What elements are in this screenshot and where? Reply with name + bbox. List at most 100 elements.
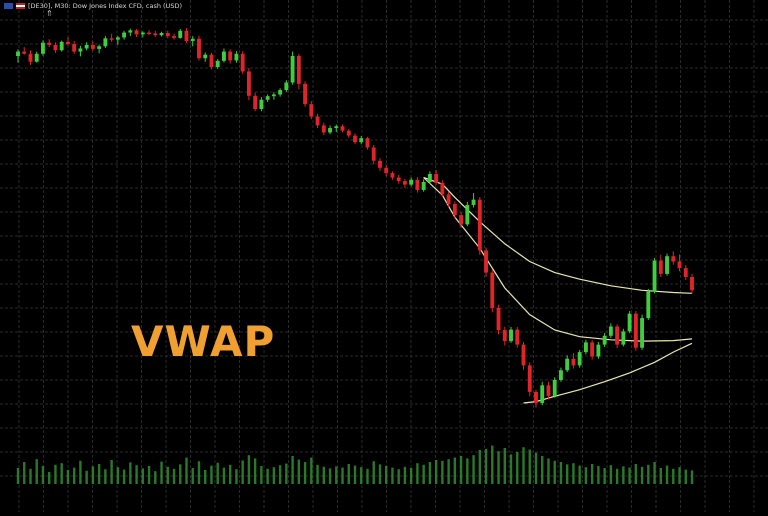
volume-bar	[285, 463, 288, 484]
bear-candle	[365, 138, 370, 148]
bull-candle	[565, 358, 570, 371]
bear-candle	[452, 204, 457, 216]
bull-candle	[621, 331, 626, 345]
volume-bar	[497, 451, 500, 484]
volume-bar	[222, 467, 226, 484]
bear-candle	[615, 326, 620, 345]
bear-candle	[484, 250, 488, 273]
volume-bar	[622, 466, 625, 484]
volume-bar	[360, 467, 363, 484]
vwap-upper-band	[423, 176, 693, 294]
bull-candle	[259, 99, 264, 110]
volume-bar	[247, 455, 251, 484]
bear-candle	[415, 179, 420, 190]
volume-bar	[122, 469, 126, 484]
volume-bar	[260, 466, 263, 484]
bull-candle	[421, 181, 426, 190]
bull-candle	[290, 55, 295, 83]
volume-bar	[335, 466, 338, 484]
volume-bar	[372, 461, 375, 484]
volume-bar	[491, 445, 494, 484]
bull-candle	[608, 326, 613, 336]
bear-candle	[502, 330, 507, 342]
bear-candle	[671, 256, 676, 262]
volume-bar	[628, 467, 631, 484]
bull-candle	[602, 335, 607, 345]
bull-candle	[328, 128, 332, 133]
bear-candle	[683, 268, 688, 277]
volume-bar	[328, 468, 332, 484]
bear-candle	[353, 135, 357, 143]
volume-bar	[104, 469, 107, 484]
volume-bar	[409, 468, 413, 484]
volume-bar	[278, 465, 282, 484]
volume-bar	[29, 468, 32, 484]
volume-bar	[528, 449, 531, 484]
volume-bar	[609, 465, 613, 484]
bull-candle	[559, 370, 563, 380]
volume-bar	[416, 463, 419, 484]
bull-candle	[115, 37, 120, 40]
bull-candle	[140, 32, 145, 35]
bear-candle	[378, 160, 382, 168]
volume-bar	[665, 465, 669, 484]
volume-bar	[678, 467, 681, 484]
volume-bar	[584, 467, 588, 484]
bear-candle	[22, 51, 27, 54]
bull-candle	[122, 32, 127, 38]
vwap-line	[423, 177, 693, 342]
volume-bar	[297, 459, 301, 484]
volume-bar	[185, 457, 188, 484]
bull-candle	[652, 260, 657, 292]
volume-bar	[141, 468, 145, 484]
volume-bar	[216, 462, 219, 484]
volume-bar	[235, 469, 238, 484]
volume-bar	[647, 464, 650, 484]
volume-bar	[385, 466, 388, 484]
chart-header: [DE30], M30: Dow Jones Index CFD, cash (…	[4, 0, 182, 12]
symbol-label: [DE30], M30: Dow Jones Index CFD, cash (…	[28, 2, 183, 10]
volume-bar	[172, 468, 176, 484]
us-flag-icon	[16, 3, 25, 9]
volume-bar	[116, 467, 120, 484]
bear-candle	[459, 215, 464, 225]
bear-candle	[321, 125, 326, 133]
volume-bar	[310, 457, 313, 484]
volume-bar	[266, 468, 269, 484]
bear-candle	[521, 344, 526, 366]
bull-candle	[640, 318, 645, 348]
volume-bar	[191, 468, 194, 484]
bull-candle	[646, 291, 651, 319]
volume-bar	[441, 460, 444, 484]
volume-bar	[615, 468, 619, 484]
bull-candle	[16, 51, 20, 56]
eu-flag-icon	[4, 3, 13, 9]
volume-bar	[547, 458, 550, 484]
volume-bar	[684, 469, 687, 484]
bear-candle	[53, 44, 58, 51]
volume-bar	[541, 456, 544, 484]
volume-bar	[553, 460, 556, 484]
volume-bar	[228, 464, 232, 484]
volume-bar	[403, 466, 407, 484]
volume-bar	[210, 465, 213, 484]
bull-candle	[427, 174, 432, 182]
volume-bar	[72, 467, 76, 484]
bear-candle	[228, 51, 233, 61]
bear-candle	[677, 261, 682, 269]
bear-candle	[147, 32, 151, 35]
volume-bar	[603, 468, 606, 484]
volume-bar	[447, 459, 450, 484]
bull-candle	[97, 46, 102, 49]
bear-candle	[434, 174, 439, 183]
bear-candle	[340, 126, 345, 131]
volume-bar	[690, 470, 694, 484]
volume-bar	[653, 462, 656, 484]
bull-candle	[627, 313, 632, 332]
bull-candle	[471, 199, 476, 205]
bear-candle	[346, 130, 351, 136]
volume-bar	[253, 458, 257, 484]
bear-candle	[633, 313, 638, 348]
